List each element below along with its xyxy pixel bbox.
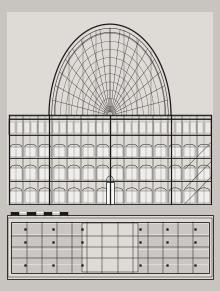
Bar bbox=[147, 122, 153, 133]
Bar bbox=[52, 212, 60, 216]
Bar bbox=[155, 191, 166, 203]
Bar bbox=[140, 191, 152, 203]
Bar bbox=[25, 191, 36, 203]
Bar bbox=[39, 191, 51, 203]
Bar bbox=[89, 122, 95, 133]
Bar bbox=[82, 147, 94, 157]
Bar bbox=[183, 122, 189, 133]
Bar bbox=[82, 223, 138, 272]
Bar bbox=[168, 122, 174, 133]
Bar bbox=[184, 191, 195, 203]
Bar bbox=[54, 191, 65, 203]
Bar bbox=[155, 147, 166, 157]
Bar bbox=[126, 147, 138, 157]
Bar bbox=[25, 147, 36, 157]
Bar bbox=[16, 122, 23, 133]
Bar bbox=[11, 222, 209, 273]
Bar bbox=[35, 212, 44, 216]
Bar bbox=[54, 147, 65, 157]
Bar bbox=[154, 122, 160, 133]
Bar bbox=[112, 191, 123, 203]
Bar bbox=[10, 147, 22, 157]
Bar bbox=[8, 218, 212, 277]
Bar bbox=[82, 191, 94, 203]
Bar bbox=[161, 122, 167, 133]
Bar bbox=[97, 168, 108, 180]
Bar bbox=[46, 122, 52, 133]
Bar bbox=[27, 212, 35, 216]
Bar bbox=[112, 147, 123, 157]
Bar bbox=[140, 147, 152, 157]
Bar bbox=[184, 168, 195, 180]
Bar bbox=[140, 168, 152, 180]
Bar bbox=[11, 212, 19, 216]
Bar bbox=[68, 147, 80, 157]
Bar bbox=[7, 215, 213, 279]
Bar bbox=[9, 115, 211, 204]
Bar bbox=[97, 191, 108, 203]
Bar bbox=[126, 191, 138, 203]
Bar bbox=[60, 212, 68, 216]
Bar bbox=[205, 122, 211, 133]
Bar bbox=[198, 168, 210, 180]
Bar bbox=[97, 147, 108, 157]
Bar bbox=[125, 122, 131, 133]
Bar bbox=[155, 168, 166, 180]
Bar bbox=[197, 122, 204, 133]
Bar bbox=[111, 122, 117, 133]
Bar bbox=[169, 191, 181, 203]
Bar bbox=[10, 191, 22, 203]
Bar bbox=[198, 191, 210, 203]
Bar bbox=[106, 182, 114, 204]
Bar bbox=[39, 168, 51, 180]
Bar bbox=[9, 119, 211, 134]
Bar bbox=[39, 147, 51, 157]
Bar bbox=[118, 122, 124, 133]
Bar bbox=[82, 122, 88, 133]
Bar bbox=[68, 168, 80, 180]
Bar bbox=[184, 147, 195, 157]
Bar bbox=[9, 122, 15, 133]
Bar bbox=[68, 191, 80, 203]
Bar bbox=[126, 168, 138, 180]
Bar bbox=[19, 212, 27, 216]
Bar bbox=[53, 122, 59, 133]
Bar bbox=[60, 122, 66, 133]
Bar bbox=[176, 122, 182, 133]
Bar bbox=[103, 122, 109, 133]
Bar bbox=[31, 122, 37, 133]
Bar bbox=[54, 168, 65, 180]
Bar bbox=[139, 122, 146, 133]
Bar bbox=[7, 12, 213, 204]
Bar bbox=[82, 168, 94, 180]
Bar bbox=[74, 122, 81, 133]
Bar bbox=[112, 168, 123, 180]
Bar bbox=[96, 122, 102, 133]
Bar bbox=[24, 122, 30, 133]
Bar bbox=[169, 147, 181, 157]
Bar bbox=[10, 168, 22, 180]
Bar bbox=[132, 122, 138, 133]
Bar bbox=[44, 212, 52, 216]
Bar bbox=[190, 122, 196, 133]
Bar bbox=[169, 168, 181, 180]
Bar bbox=[38, 122, 44, 133]
Bar bbox=[25, 168, 36, 180]
Bar bbox=[67, 122, 73, 133]
Bar bbox=[198, 147, 210, 157]
